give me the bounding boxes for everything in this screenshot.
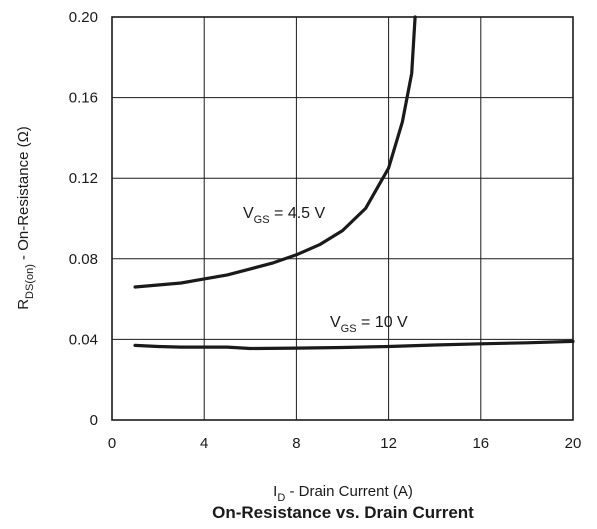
x-tick-label: 20 [565, 435, 582, 452]
series-line-1 [133, 339, 575, 351]
x-tick-label: 8 [292, 435, 300, 452]
series-lines [133, 15, 575, 351]
y-tick-label: 0.08 [69, 251, 98, 268]
x-tick-label: 16 [472, 435, 489, 452]
series-line-0 [133, 15, 417, 289]
y-tick-labels: 0 0.04 0.08 0.12 0.16 0.20 [69, 9, 98, 429]
chart-title: On-Resistance vs. Drain Current [212, 503, 474, 522]
series-label-vgs-4-5: VGS = 4.5 V [243, 205, 326, 226]
x-tick-label: 0 [108, 435, 116, 452]
series-label-vgs-10: VGS = 10 V [330, 314, 408, 335]
y-tick-label: 0.12 [69, 170, 98, 187]
y-tick-label: 0.20 [69, 9, 98, 26]
y-tick-label: 0 [90, 412, 98, 429]
plot-frame [111, 16, 574, 421]
x-tick-label: 4 [200, 435, 208, 452]
x-axis-label: ID - Drain Current (A) [273, 483, 413, 504]
y-tick-label: 0.04 [69, 331, 98, 348]
y-axis-label: RDS(on) - On-Resistance (Ω) [15, 126, 36, 310]
x-tick-labels: 0 4 8 12 16 20 [108, 435, 582, 452]
x-tick-label: 12 [380, 435, 397, 452]
y-tick-label: 0.16 [69, 90, 98, 107]
grid-lines [112, 17, 573, 420]
